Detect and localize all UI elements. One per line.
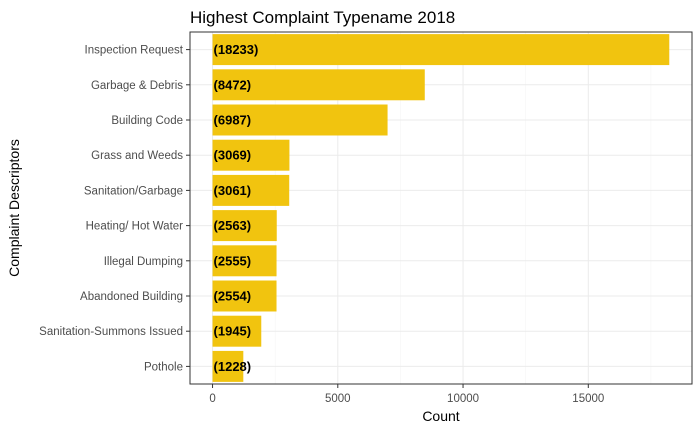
data-label: (2555) bbox=[214, 253, 252, 268]
y-tick-label: Pothole bbox=[144, 361, 183, 373]
y-tick-label: Building Code bbox=[111, 115, 183, 127]
bar bbox=[212, 245, 277, 277]
y-tick-label: Inspection Request bbox=[85, 45, 184, 57]
x-tick-label: 10000 bbox=[447, 393, 479, 405]
plot-panel-border bbox=[189, 31, 693, 385]
y-tick-label: Grass and Weeds bbox=[91, 150, 183, 162]
bar bbox=[212, 69, 425, 101]
data-label: (1945) bbox=[214, 324, 252, 339]
y-tick-label: Heating/ Hot Water bbox=[86, 221, 184, 233]
bar bbox=[212, 34, 670, 66]
y-axis-title: Complaint Descriptors bbox=[6, 139, 22, 277]
y-axis: Inspection Request Garbage & Debris Buildi… bbox=[39, 45, 190, 373]
data-label: (2554) bbox=[214, 289, 252, 304]
y-tick-label: Garbage & Debris bbox=[91, 80, 183, 92]
bars bbox=[212, 34, 670, 382]
bar bbox=[212, 210, 277, 242]
y-tick-label: Sanitation/Garbage bbox=[84, 185, 183, 197]
y-tick-label: Sanitation-Summons Issued bbox=[39, 326, 183, 338]
bar bbox=[212, 350, 244, 382]
bar bbox=[212, 104, 388, 136]
bar bbox=[212, 174, 290, 206]
data-label: (2563) bbox=[214, 218, 252, 233]
bar bbox=[212, 315, 262, 347]
x-axis-title: Count bbox=[422, 408, 459, 424]
x-tick-label: 15000 bbox=[572, 393, 604, 405]
x-tick-label: 0 bbox=[209, 393, 215, 405]
data-label: (8472) bbox=[214, 77, 252, 92]
chart-title: Highest Complaint Typename 2018 bbox=[190, 8, 455, 27]
data-label: (6987) bbox=[214, 113, 252, 128]
data-label: (3061) bbox=[214, 183, 252, 198]
bar bbox=[212, 139, 290, 171]
data-label: (18233) bbox=[214, 42, 259, 57]
data-label: (1228) bbox=[214, 359, 252, 374]
y-tick-label: Illegal Dumping bbox=[104, 256, 183, 268]
x-tick-label: 5000 bbox=[325, 393, 351, 405]
x-axis: 0 5000 10000 15000 bbox=[209, 384, 604, 405]
data-label: (3069) bbox=[214, 148, 252, 163]
data-labels: (18233) (8472) (6987) (3069) (3061) (2563) (25… bbox=[214, 42, 259, 374]
bar bbox=[212, 280, 277, 312]
y-tick-label: Abandoned Building bbox=[80, 291, 183, 303]
